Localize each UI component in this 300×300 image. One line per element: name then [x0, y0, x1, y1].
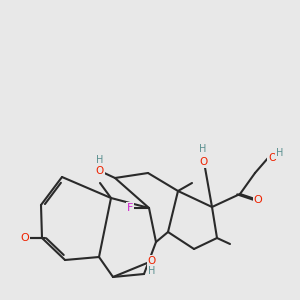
Text: O: O: [21, 233, 29, 243]
Text: H: H: [96, 155, 104, 165]
Text: H: H: [199, 144, 207, 154]
Text: O: O: [96, 166, 104, 176]
Text: O: O: [254, 195, 262, 205]
Text: O: O: [148, 256, 156, 266]
Text: F: F: [127, 203, 133, 213]
Text: O: O: [200, 157, 208, 167]
Text: H: H: [276, 148, 284, 158]
Text: H: H: [148, 266, 156, 276]
Text: O: O: [268, 153, 276, 163]
